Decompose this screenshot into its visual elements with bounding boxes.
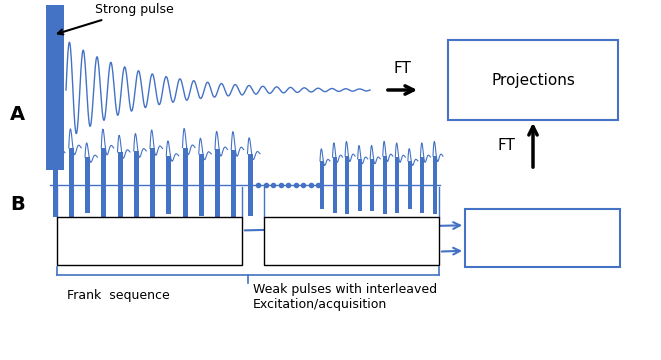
Text: B: B — [10, 195, 24, 215]
Bar — [46, 5, 64, 170]
Bar — [118, 152, 122, 218]
Bar — [395, 157, 399, 213]
Text: A: A — [10, 105, 25, 125]
Bar — [358, 159, 362, 211]
Text: Weak pulses with interleaved
Excitation/acquisition: Weak pulses with interleaved Excitation/… — [253, 283, 437, 311]
Bar — [448, 40, 618, 120]
Bar — [101, 148, 106, 222]
Bar — [433, 156, 437, 214]
Bar — [465, 209, 620, 267]
Bar — [167, 156, 171, 214]
Bar — [420, 157, 424, 213]
Bar — [264, 217, 439, 265]
Text: Projections: Projections — [491, 72, 575, 87]
Bar — [370, 159, 374, 211]
Bar — [52, 153, 58, 217]
Text: Strong pulse: Strong pulse — [58, 4, 174, 35]
Bar — [320, 161, 324, 209]
Bar — [345, 156, 349, 214]
Text: FT: FT — [393, 61, 411, 76]
Bar — [150, 148, 155, 221]
Bar — [332, 157, 336, 213]
Bar — [199, 154, 204, 216]
Bar — [85, 157, 90, 213]
Bar — [231, 150, 236, 220]
Bar — [383, 156, 387, 214]
Text: Cross-correlate: Cross-correlate — [490, 231, 595, 245]
Bar — [247, 154, 253, 216]
Bar — [57, 217, 242, 265]
Text: Frank  sequence: Frank sequence — [67, 289, 170, 302]
Bar — [215, 149, 220, 221]
Bar — [69, 148, 74, 222]
Text: Acquire response: Acquire response — [95, 234, 204, 248]
Bar — [182, 148, 188, 222]
Bar — [408, 161, 412, 209]
Bar — [134, 151, 139, 219]
Text: Acquire response: Acquire response — [297, 234, 405, 248]
Text: FT: FT — [497, 138, 515, 153]
